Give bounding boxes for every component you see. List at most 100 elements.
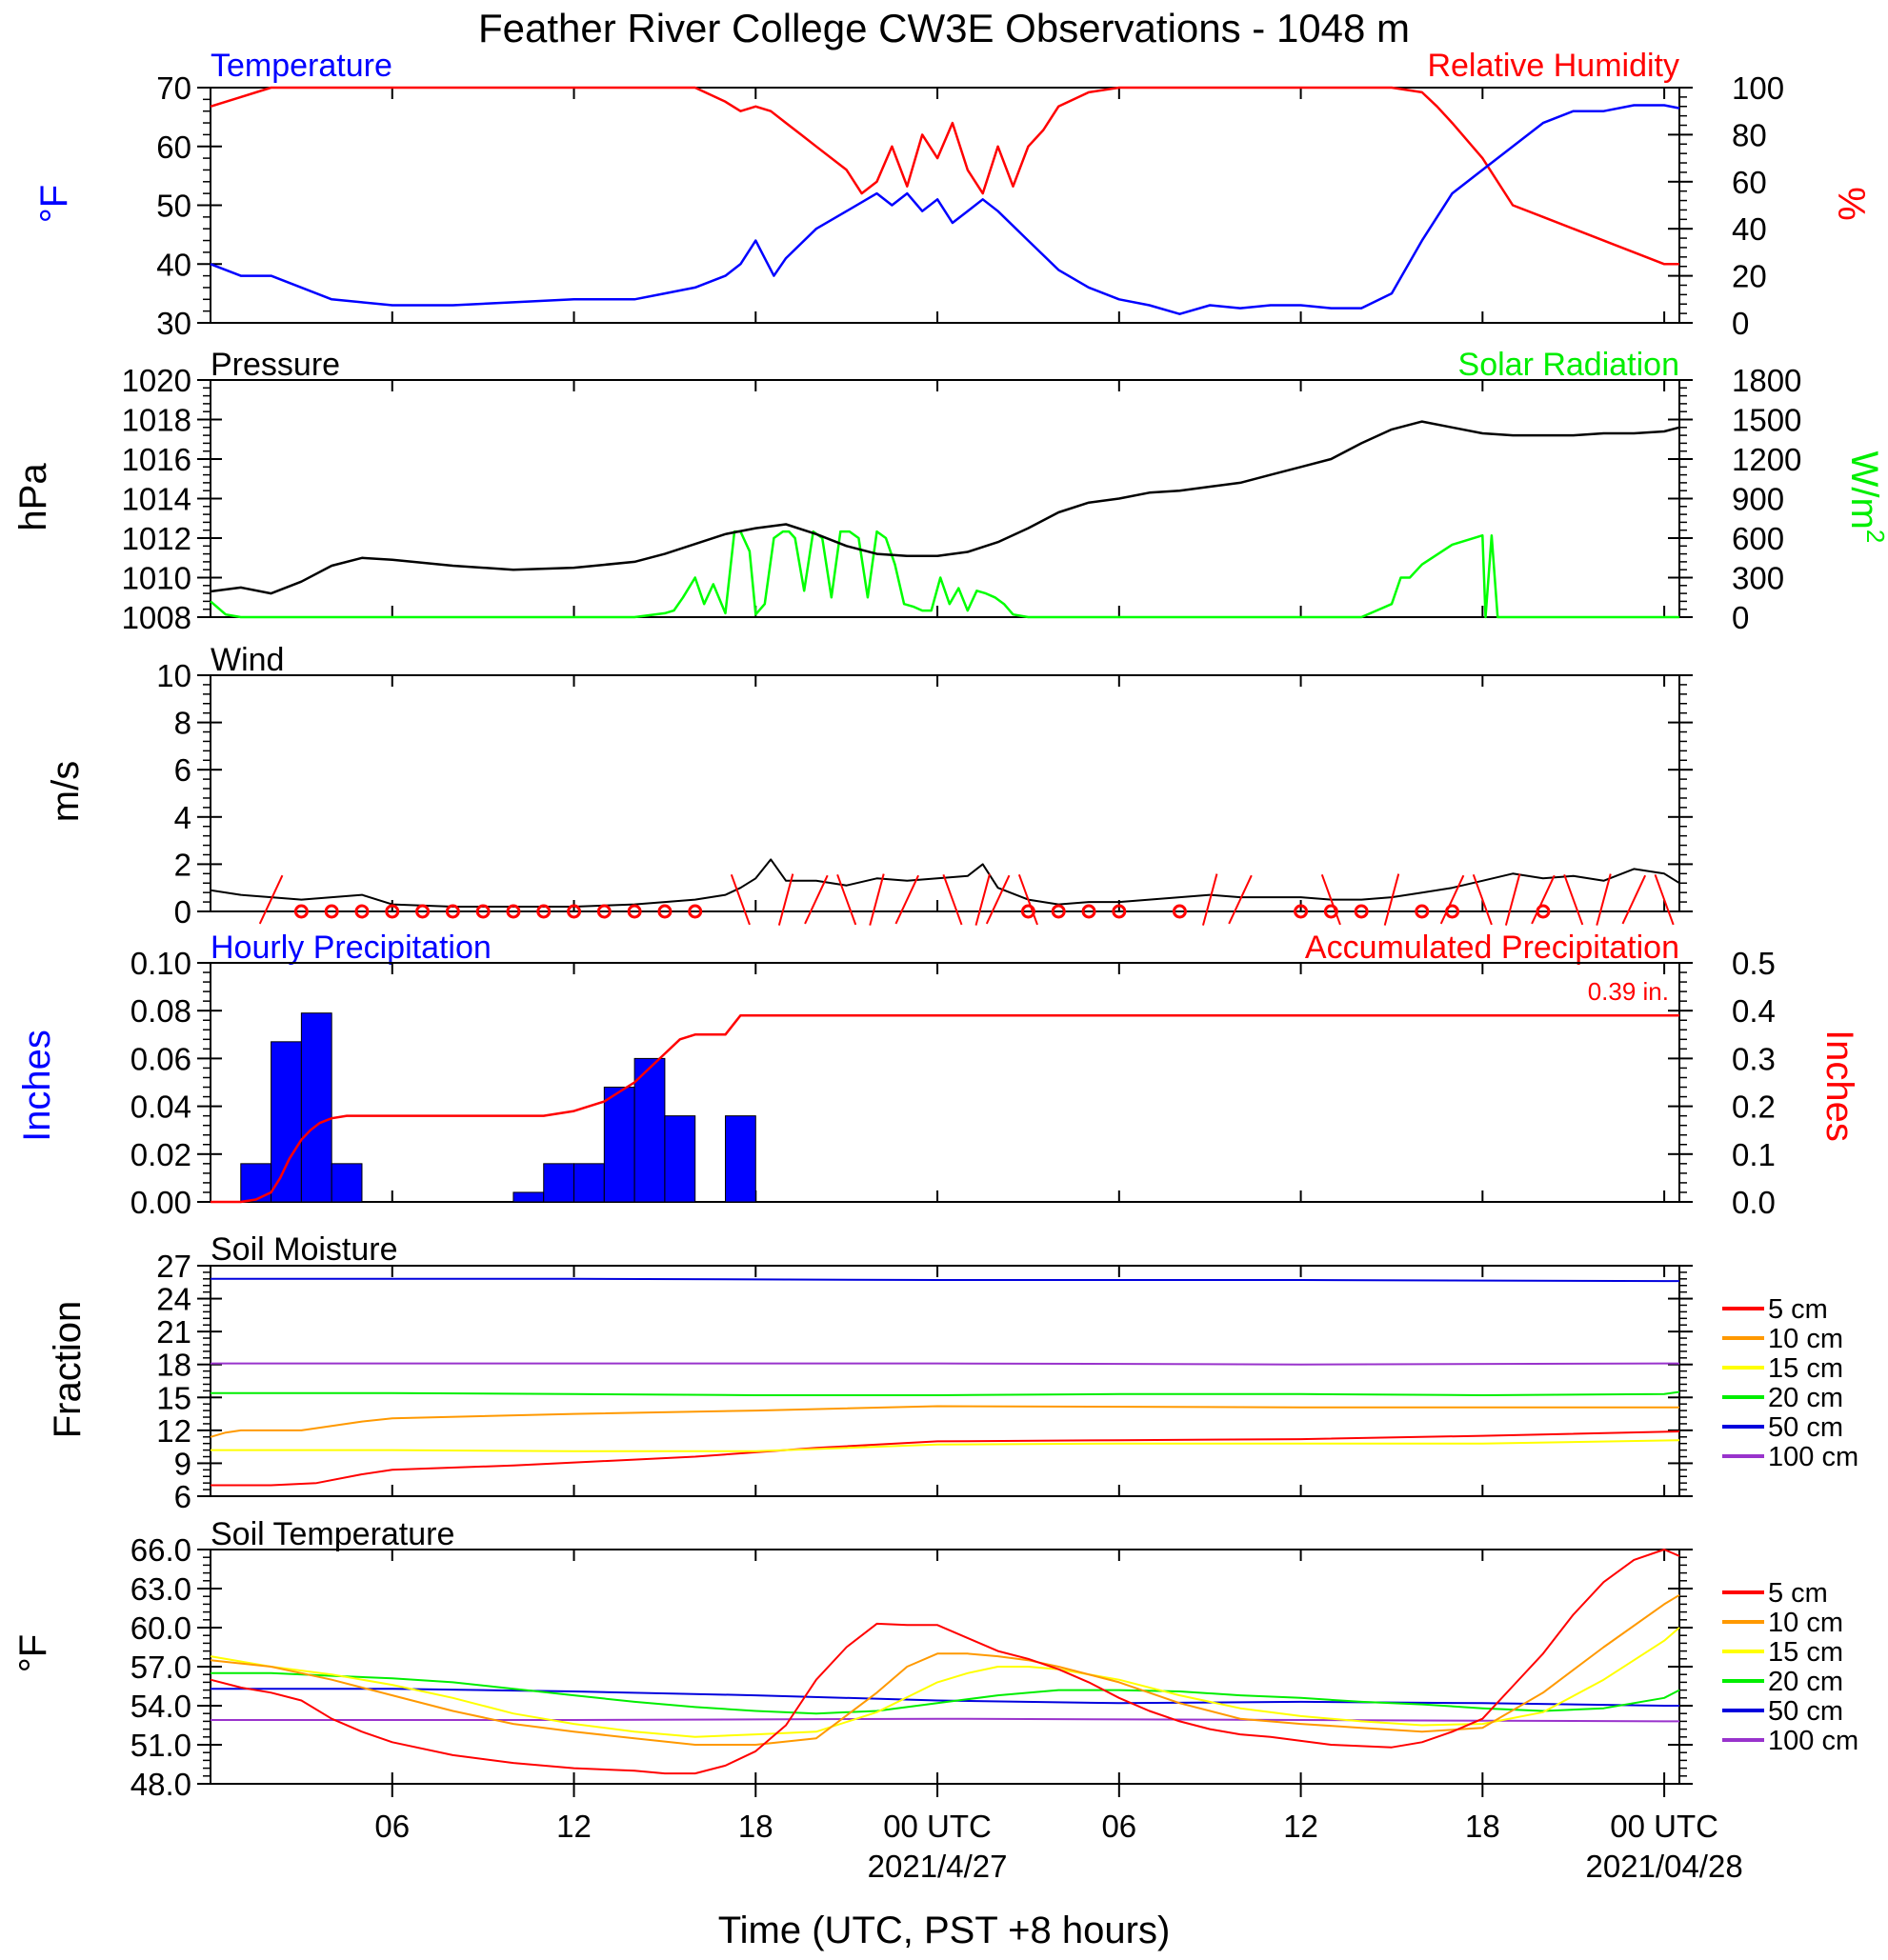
y-tick-label: 1014 — [122, 482, 191, 517]
y-tick-label: 66.0 — [131, 1532, 191, 1568]
soil-moisture-line — [211, 1362, 1679, 1366]
solar-title: Solar Radiation — [1458, 347, 1679, 383]
x-tick-label: 12 — [556, 1809, 592, 1844]
time-axis: 06 12 18 00 UTC 2021/4/27 06 12 18 00 UTC 2021/04… — [374, 1784, 1743, 1884]
wind-barb — [942, 873, 963, 926]
y2-tick-label: 20 — [1732, 259, 1767, 294]
y-tick-label: 18 — [156, 1348, 191, 1383]
y-tick-label: 0.04 — [131, 1090, 191, 1125]
wind-panel: Wind m/s 0 2 4 6 8 10 — [45, 642, 1693, 930]
x-tick-label: 06 — [374, 1809, 410, 1844]
y-tick-label: 1010 — [122, 561, 191, 596]
hourly-precip-bar — [633, 1057, 666, 1203]
x-tick-label: 00 UTC — [883, 1809, 992, 1844]
legend-label: 5 cm — [1768, 1578, 1828, 1609]
wind-barb — [1596, 873, 1612, 926]
figure-title: Feather River College CW3E Observations … — [478, 6, 1410, 50]
pressure-axis-label: hPa — [12, 463, 54, 531]
solar-axis-label: W/m2 — [1843, 451, 1888, 544]
x-tick-label: 12 — [1283, 1809, 1318, 1844]
y2-tick-label: 80 — [1732, 117, 1767, 152]
y-tick-label: 0 — [174, 894, 191, 930]
y2-tick-label: 60 — [1732, 165, 1767, 200]
soil-temperature-line — [211, 1717, 1679, 1723]
pressure-series-line — [210, 420, 1680, 595]
y-tick-label: 63.0 — [131, 1571, 191, 1607]
solar-axis-unit: W/m — [1843, 451, 1885, 530]
soil-temperature-title: Soil Temperature — [211, 1516, 454, 1552]
x-tick-label: 06 — [1101, 1809, 1136, 1844]
x-tick-label: 00 UTC — [1610, 1809, 1718, 1844]
temperature-title: Temperature — [211, 48, 392, 84]
humidity-series-line — [210, 86, 1679, 266]
humidity-axis-label: % — [1830, 187, 1872, 221]
soil-moisture-line — [210, 1405, 1679, 1438]
y-tick-label: 0.00 — [131, 1185, 191, 1220]
calm-wind-marker — [415, 904, 431, 919]
y-tick-label: 70 — [156, 70, 191, 106]
wind-barb — [1472, 873, 1493, 926]
hourly-precip-bar — [271, 1041, 302, 1203]
temperature-series-line — [210, 104, 1680, 315]
y2-tick-label: 0 — [1732, 600, 1749, 635]
hourly-precip-bar — [543, 1163, 575, 1203]
calm-wind-marker — [567, 904, 582, 919]
calm-wind-marker — [1445, 904, 1460, 919]
hourly-precip-bar — [331, 1163, 363, 1203]
y2-tick-label: 100 — [1732, 70, 1784, 106]
y-tick-label: 1012 — [122, 521, 191, 556]
calm-wind-marker — [293, 904, 309, 919]
calm-wind-marker — [385, 904, 400, 919]
x-tick-date: 2021/4/27 — [868, 1849, 1008, 1884]
calm-wind-marker — [324, 904, 339, 919]
solar-radiation-series-line — [210, 530, 1679, 619]
humidity-title: Relative Humidity — [1427, 48, 1679, 84]
wind-barb — [777, 873, 794, 926]
wind-barb — [258, 874, 284, 925]
y-tick-label: 8 — [174, 706, 191, 741]
precipitation-panel: Hourly Precipitation Accumulated Precipi… — [16, 930, 1860, 1220]
wind-barb — [974, 873, 991, 926]
pressure-title: Pressure — [211, 347, 340, 383]
y2-tick-label: 0.0 — [1732, 1185, 1776, 1220]
soil-temperature-line — [210, 1593, 1680, 1746]
y-tick-label: 0.02 — [131, 1137, 191, 1172]
calm-wind-marker — [1323, 904, 1338, 919]
y2-tick-label: 1500 — [1732, 403, 1801, 438]
y-tick-label: 27 — [156, 1249, 191, 1284]
soil-temperature-line — [210, 1627, 1680, 1738]
y-tick-label: 54.0 — [131, 1689, 191, 1724]
calm-wind-marker — [1354, 904, 1369, 919]
calm-wind-marker — [596, 904, 612, 919]
y-tick-label: 21 — [156, 1314, 191, 1350]
y-tick-label: 51.0 — [131, 1728, 191, 1763]
temperature-axis-label: °F — [33, 185, 75, 223]
calm-wind-marker — [1294, 904, 1309, 919]
hourly-precip-bar — [724, 1115, 756, 1203]
y-tick-label: 0.08 — [131, 993, 191, 1029]
calm-wind-marker — [1112, 904, 1127, 919]
soil-temperature-line — [211, 1671, 1680, 1715]
wind-barb — [985, 874, 1011, 925]
x-tick-label: 18 — [1465, 1809, 1500, 1844]
y-tick-label: 1018 — [122, 403, 191, 438]
y2-tick-label: 0.5 — [1732, 946, 1776, 981]
wind-barb — [1531, 874, 1556, 925]
y-tick-label: 57.0 — [131, 1650, 191, 1685]
y-tick-label: 0.06 — [131, 1041, 191, 1076]
hourly-precip-bar — [512, 1191, 545, 1203]
accum-precip-total: 0.39 in. — [1588, 977, 1669, 1006]
y2-tick-label: 0.1 — [1732, 1137, 1776, 1172]
x-tick-date: 2021/04/28 — [1586, 1849, 1743, 1884]
y-tick-label: 1016 — [122, 442, 191, 477]
soil-temperature-line — [210, 1549, 1680, 1775]
y2-tick-label: 300 — [1732, 561, 1784, 596]
wind-barb — [1439, 874, 1465, 925]
legend-label: 50 cm — [1768, 1412, 1843, 1443]
wind-barb — [1383, 873, 1400, 926]
calm-wind-marker — [1172, 904, 1187, 919]
wind-barb — [1504, 873, 1521, 926]
hourly-precip-bar — [664, 1115, 696, 1203]
